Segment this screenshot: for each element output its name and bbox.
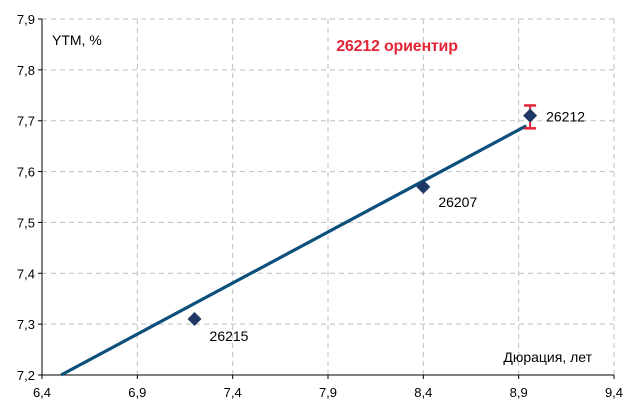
trendline — [60, 124, 528, 377]
y-tick-label: 7,3 — [17, 317, 35, 332]
y-tick-label: 7,2 — [17, 368, 35, 383]
labels: YTM, % Дюрация, лет 26212 ориентир — [52, 32, 593, 365]
y-tick-label: 7,8 — [17, 63, 35, 78]
y-tick-label: 7,5 — [17, 215, 35, 230]
point-marker-26215 — [187, 312, 202, 327]
point-label-26215: 26215 — [210, 328, 249, 344]
trendline-layer — [60, 124, 528, 377]
x-tick-label: 7,4 — [224, 385, 242, 400]
y-tick-label: 7,6 — [17, 165, 35, 180]
data-points: 26215 26207 26212 — [187, 108, 585, 344]
y-axis-title: YTM, % — [52, 32, 102, 48]
y-tick-label: 7,4 — [17, 266, 35, 281]
point-label-26207: 26207 — [438, 194, 477, 210]
x-tick-label: 8,4 — [414, 385, 432, 400]
x-axis-title: Дюрация, лет — [503, 349, 592, 365]
grid-lines — [42, 18, 615, 375]
point-marker-26207 — [416, 179, 431, 194]
x-tick-label: 7,9 — [319, 385, 337, 400]
y-tick-label: 7,7 — [17, 114, 35, 129]
x-tick-label: 8,9 — [510, 385, 528, 400]
x-tick-label: 6,4 — [33, 385, 51, 400]
y-tick-label: 7,9 — [17, 12, 35, 27]
point-marker-26212 — [523, 108, 538, 123]
x-tick-label: 9,4 — [605, 385, 623, 400]
x-tick-label: 6,9 — [128, 385, 146, 400]
chart-title: 26212 ориентир — [336, 38, 458, 55]
point-label-26212: 26212 — [546, 109, 585, 125]
axes: 7,2 7,3 7,4 7,5 7,6 7,7 7,8 7,9 6,4 6,9 7,4 7,9 8,4 8… — [17, 12, 623, 400]
